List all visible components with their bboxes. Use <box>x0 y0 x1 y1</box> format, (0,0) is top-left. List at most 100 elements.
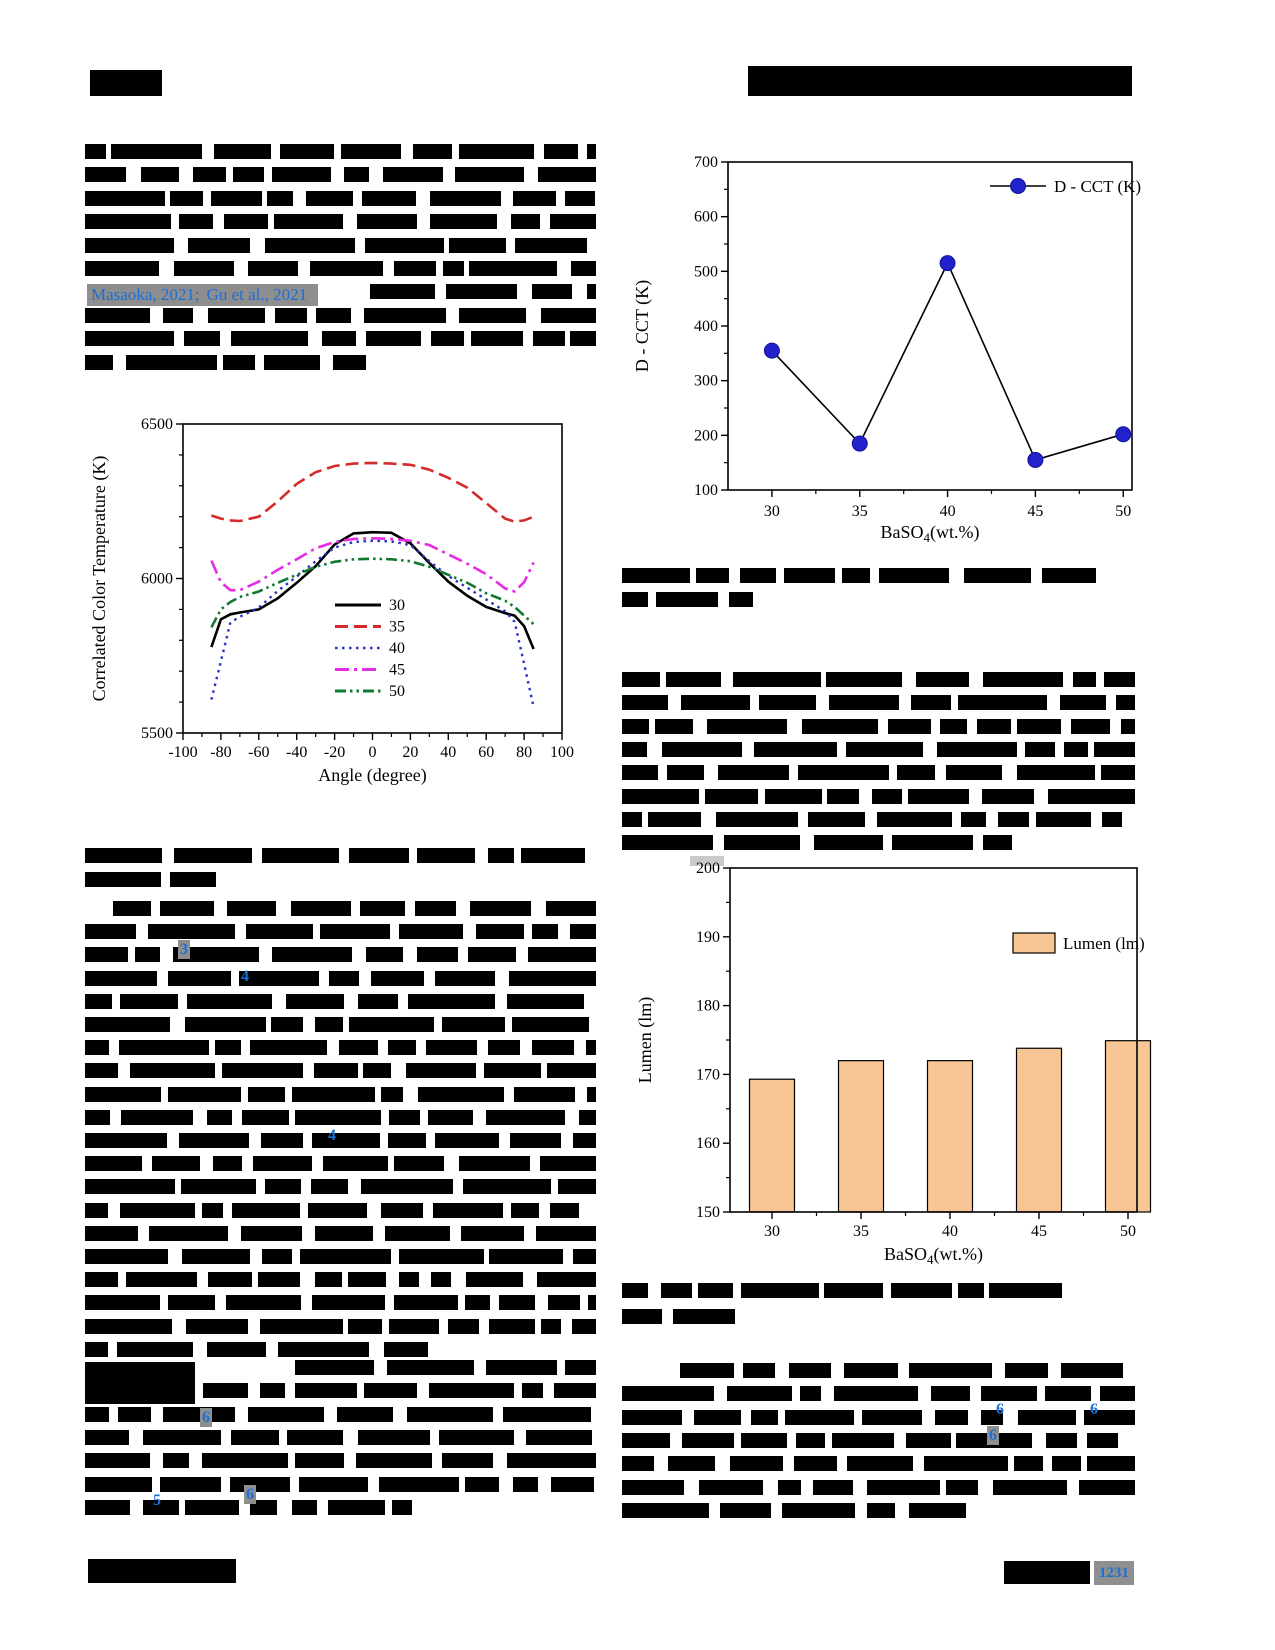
svg-text:40: 40 <box>942 1223 958 1240</box>
svg-text:50: 50 <box>1115 503 1131 520</box>
redacted-line <box>622 592 1107 607</box>
redacted-line <box>85 1249 596 1264</box>
redacted-line <box>622 789 1135 804</box>
svg-text:200: 200 <box>696 860 720 877</box>
citation-links: Masaoka, 2021; Gu et al., 2021 <box>87 284 319 306</box>
redacted-line <box>622 1456 1135 1471</box>
header-right-redacted <box>748 66 1132 96</box>
svg-text:200: 200 <box>694 427 718 444</box>
svg-text:40: 40 <box>389 640 405 657</box>
redacted-line <box>85 1040 596 1055</box>
dcct-chart: 100 200 300 400 500 600 700 30 35 40 45 50 BaSO4(wt.… <box>632 154 1141 545</box>
svg-text:Lumen (lm): Lumen (lm) <box>1063 934 1145 953</box>
redacted-line <box>85 355 596 370</box>
figure3-caption-redacted <box>622 1283 1072 1329</box>
svg-text:600: 600 <box>694 209 718 226</box>
redacted-line <box>85 1017 596 1032</box>
header-left-redacted <box>90 70 162 96</box>
redacted-line <box>85 1087 596 1102</box>
redacted-line <box>85 1272 596 1287</box>
redacted-line <box>85 1110 596 1125</box>
redacted-line <box>85 994 596 1009</box>
svg-text:50: 50 <box>389 683 405 700</box>
scan-artifact <box>690 856 724 866</box>
svg-text:Lumen (lm): Lumen (lm) <box>635 997 656 1083</box>
redacted-line <box>85 848 585 863</box>
svg-text:35: 35 <box>852 503 868 520</box>
svg-text:150: 150 <box>696 1204 720 1221</box>
redacted-line <box>85 1430 596 1445</box>
citation-number-mark[interactable]: 4 <box>328 1127 336 1144</box>
footer-right-redacted <box>1004 1561 1090 1584</box>
redacted-line <box>85 167 596 182</box>
svg-text:-100: -100 <box>168 744 197 761</box>
citation-link-masaoka[interactable]: Masaoka, 2021; <box>91 285 200 304</box>
redacted-line <box>85 144 596 159</box>
redacted-inline-block <box>85 1362 195 1404</box>
svg-text:-60: -60 <box>248 744 269 761</box>
svg-text:-80: -80 <box>210 744 231 761</box>
redacted-line <box>85 901 596 916</box>
svg-text:0: 0 <box>369 744 377 761</box>
svg-text:35: 35 <box>389 619 405 636</box>
redacted-line <box>622 1386 1135 1401</box>
redacted-line <box>85 1360 596 1375</box>
svg-text:500: 500 <box>694 263 718 280</box>
citation-number-mark[interactable]: 6 <box>1090 1401 1098 1418</box>
svg-text:BaSO4(wt.%): BaSO4(wt.%) <box>881 522 980 545</box>
redacted-paragraph-left-3 <box>85 1360 596 1520</box>
svg-text:300: 300 <box>694 373 718 390</box>
redacted-line <box>85 1319 596 1334</box>
svg-text:-40: -40 <box>286 744 307 761</box>
redacted-line <box>85 308 596 323</box>
redacted-line <box>85 924 596 939</box>
redacted-paragraph-right-2 <box>622 1363 1135 1523</box>
svg-text:100: 100 <box>550 744 574 761</box>
citation-link-gu[interactable]: Gu et al., 2021 <box>206 285 308 304</box>
redacted-line <box>622 742 1135 757</box>
svg-text:6500: 6500 <box>141 416 173 433</box>
citation-number-mark[interactable]: 6 <box>996 1401 1004 1418</box>
redacted-line <box>85 1407 596 1422</box>
footer-publisher-redacted <box>88 1559 236 1583</box>
figure2-caption-redacted <box>622 568 1107 612</box>
redacted-line <box>85 1179 596 1194</box>
redacted-line <box>85 1226 596 1241</box>
redacted-line <box>85 284 596 299</box>
redacted-line <box>85 971 596 986</box>
svg-text:Angle (degree): Angle (degree) <box>318 765 426 786</box>
citation-number-mark[interactable]: 5 <box>153 1492 161 1509</box>
redacted-line <box>622 1363 1135 1378</box>
redacted-line <box>622 1309 1072 1324</box>
svg-text:45: 45 <box>389 662 405 679</box>
citation-number-mark[interactable]: 6 <box>244 1485 256 1504</box>
svg-text:30: 30 <box>764 1223 780 1240</box>
redacted-line <box>85 331 596 346</box>
page-number-badge: 1231 <box>1094 1561 1134 1585</box>
svg-text:190: 190 <box>696 929 720 946</box>
redacted-line <box>622 719 1135 734</box>
redacted-paragraph-left-2 <box>85 901 596 1361</box>
citation-number-mark[interactable]: 6 <box>987 1426 999 1445</box>
redacted-line <box>85 1477 596 1492</box>
citation-number-mark[interactable]: 6 <box>200 1408 212 1427</box>
redacted-line <box>85 1063 596 1078</box>
redacted-line <box>622 1410 1135 1425</box>
svg-text:160: 160 <box>696 1135 720 1152</box>
cct-vs-angle-chart: 5500 6000 6500 -100 -80 -60 -40 -20 0 20 40 60 80 100… <box>89 416 574 786</box>
svg-text:35: 35 <box>853 1223 869 1240</box>
redacted-line <box>622 695 1135 710</box>
svg-text:60: 60 <box>478 744 494 761</box>
redacted-line <box>85 872 585 887</box>
redacted-line <box>85 1342 596 1357</box>
svg-text:100: 100 <box>694 482 718 499</box>
citation-number-mark[interactable]: 3 <box>178 940 190 959</box>
svg-text:45: 45 <box>1027 503 1043 520</box>
redacted-line <box>622 672 1135 687</box>
svg-text:80: 80 <box>516 744 532 761</box>
redacted-paragraph-right-1 <box>622 672 1135 862</box>
svg-text:40: 40 <box>440 744 456 761</box>
citation-number-mark[interactable]: 4 <box>241 968 249 985</box>
svg-text:D - CCT (K): D - CCT (K) <box>1054 177 1141 196</box>
redacted-line <box>85 947 596 962</box>
